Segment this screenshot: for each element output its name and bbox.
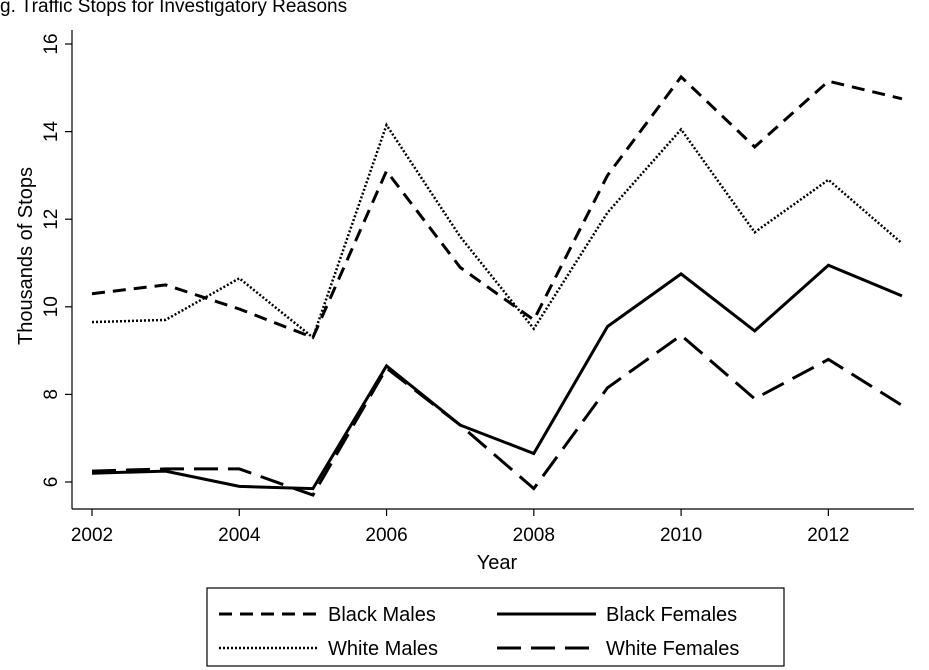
series-line-white-females [91,333,903,497]
chart-caption: g. Traffic Stops for Investigatory Reaso… [0,0,347,17]
x-tick-label: 2002 [71,525,113,546]
series-line-white-males [91,122,903,340]
legend-label-white-males: White Males [328,638,438,660]
legend-box [206,587,785,667]
y-tick-label: 8 [41,389,62,400]
series-lines [91,74,903,497]
y-tick-label: 6 [41,477,62,488]
caption: g. Traffic Stops for Investigatory Reaso… [0,0,347,17]
x-tick-label: 2006 [365,525,407,546]
y-axis-title: Thousands of Stops [15,167,37,345]
y-tick-label: 14 [41,121,62,143]
x-tick-label: 2012 [807,525,849,546]
legend-label-black-females: Black Females [606,604,737,626]
y-tick-label: 10 [41,296,62,317]
legend-label-black-males: Black Males [328,604,436,626]
y-tick-label: 12 [41,209,62,230]
axes: 6 8 10 12 14 16 2002 2004 2006 2008 2010 2012 Year Th… [15,30,914,574]
series-line-black-females [91,263,903,491]
legend-label-white-females: White Females [606,638,739,660]
legend: Black Males Black Females White Males White… [206,587,785,667]
x-tick-label: 2004 [218,525,261,546]
x-tick-label: 2010 [660,525,702,546]
x-tick-label: 2008 [513,525,555,546]
y-tick-label: 16 [41,33,62,54]
series-line-black-males [91,74,903,340]
x-axis-title: Year [477,552,518,574]
